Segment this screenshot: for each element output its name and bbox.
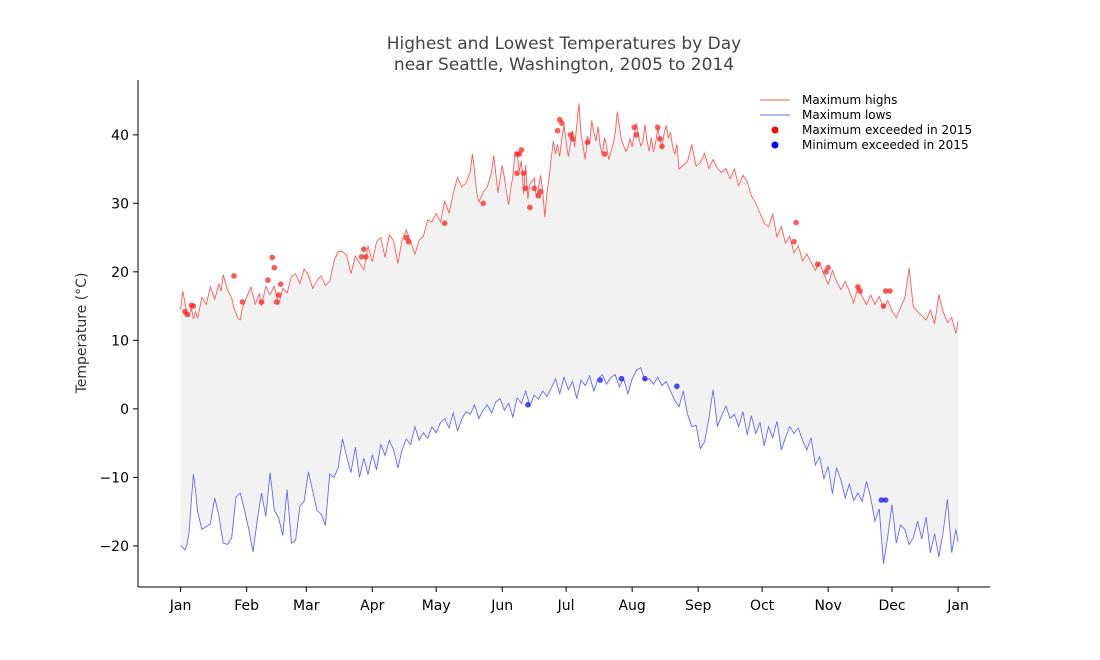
max-exceeded-point [857,288,863,294]
max-exceeded-point [633,132,640,138]
legend-dot-swatch [771,141,779,149]
x-tick-label: Sep [685,598,712,614]
x-tick-label: Oct [750,598,775,614]
max-exceeded-point [527,204,533,211]
range-fill-area [180,103,959,564]
x-tick-label: Jan [169,598,192,614]
max-exceeded-point [522,185,529,192]
y-tick-label: 30 [111,196,129,212]
scatter-layer [182,116,893,503]
axes-layer [137,80,990,588]
min-exceeded-point [618,375,625,382]
range-fill-layer [180,103,959,564]
y-tick-label: 20 [111,265,129,281]
max-exceeded-point [277,281,284,288]
max-exceeded-point [554,127,561,134]
min-exceeded-point [597,377,603,383]
max-exceeded-point [814,261,821,268]
x-tick-label: Aug [618,598,645,614]
max-exceeded-point [791,238,797,245]
max-exceeded-point [273,299,280,305]
y-axis-label: Temperature (°C) [74,273,90,395]
max-exceeded-point [520,170,527,176]
max-exceeded-point [405,238,412,245]
y-tick-label: 40 [111,128,129,144]
x-tick-label: Jan [946,598,969,614]
maximum-highs-line [180,103,959,334]
max-exceeded-point [184,311,190,318]
legend-dot-swatch [771,126,779,134]
max-exceeded-point [363,253,369,260]
max-exceeded-point [569,136,576,142]
x-tick-label: Dec [878,598,905,614]
x-tick-label: May [422,598,451,614]
legend-label: Maximum lows [802,108,892,122]
maximum-lows-line [180,367,959,564]
y-tick-label: −20 [99,539,129,555]
min-exceeded-point [525,402,531,408]
max-exceeded-point [657,136,663,142]
x-tick-label: Jul [557,598,575,614]
max-exceeded-point [190,303,197,309]
max-exceeded-point [659,143,665,150]
y-tick-label: 0 [120,402,129,418]
max-exceeded-point [518,147,525,153]
y-tick-label: −10 [99,470,129,486]
max-exceeded-point [537,188,544,195]
max-exceeded-point [825,264,831,271]
max-exceeded-point [239,299,246,305]
min-exceeded-point [642,375,648,382]
x-tick-label: Feb [234,598,259,614]
max-exceeded-point [631,124,638,131]
chart-title-line-2: near Seattle, Washington, 2005 to 2014 [394,55,734,75]
max-exceeded-point [559,120,565,126]
max-exceeded-point [265,277,271,283]
max-exceeded-point [275,292,282,298]
min-exceeded-point [674,383,680,390]
series-layer [180,103,959,564]
max-exceeded-point [514,170,520,176]
chart-title-line-1: Highest and Lowest Temperatures by Day [387,34,741,54]
max-exceeded-point [358,253,365,260]
x-tick-label: Jun [490,598,513,614]
max-exceeded-point [269,254,276,261]
max-exceeded-point [793,219,799,226]
y-ticks: −20 −10 0 10 20 30 40 [99,128,138,555]
x-tick-label: Apr [360,598,384,614]
max-exceeded-point [531,185,537,192]
max-exceeded-point [271,264,278,271]
max-exceeded-point [887,288,893,294]
max-exceeded-point [601,151,608,157]
legend-label: Minimum exceeded in 2015 [802,138,969,152]
max-exceeded-point [855,284,861,290]
min-exceeded-point [882,497,889,503]
max-exceeded-point [535,193,542,199]
max-exceeded-point [258,299,265,305]
max-exceeded-point [231,273,237,279]
x-ticks: Jan Feb Mar Apr May Jun Jul Aug Sep Oct Nov Dec Jan [169,587,969,614]
legend-label: Maximum exceeded in 2015 [802,123,972,137]
x-tick-label: Nov [814,598,841,614]
max-exceeded-point [654,124,661,131]
y-tick-label: 10 [111,333,129,349]
legend-label: Maximum highs [802,93,897,107]
x-tick-label: Mar [293,598,320,614]
max-exceeded-point [361,246,367,252]
max-exceeded-point [584,139,591,146]
max-exceeded-point [882,288,889,294]
max-exceeded-point [480,200,486,207]
min-exceeded-point [878,497,885,503]
max-exceeded-point [441,220,448,226]
max-exceeded-point [880,303,887,309]
